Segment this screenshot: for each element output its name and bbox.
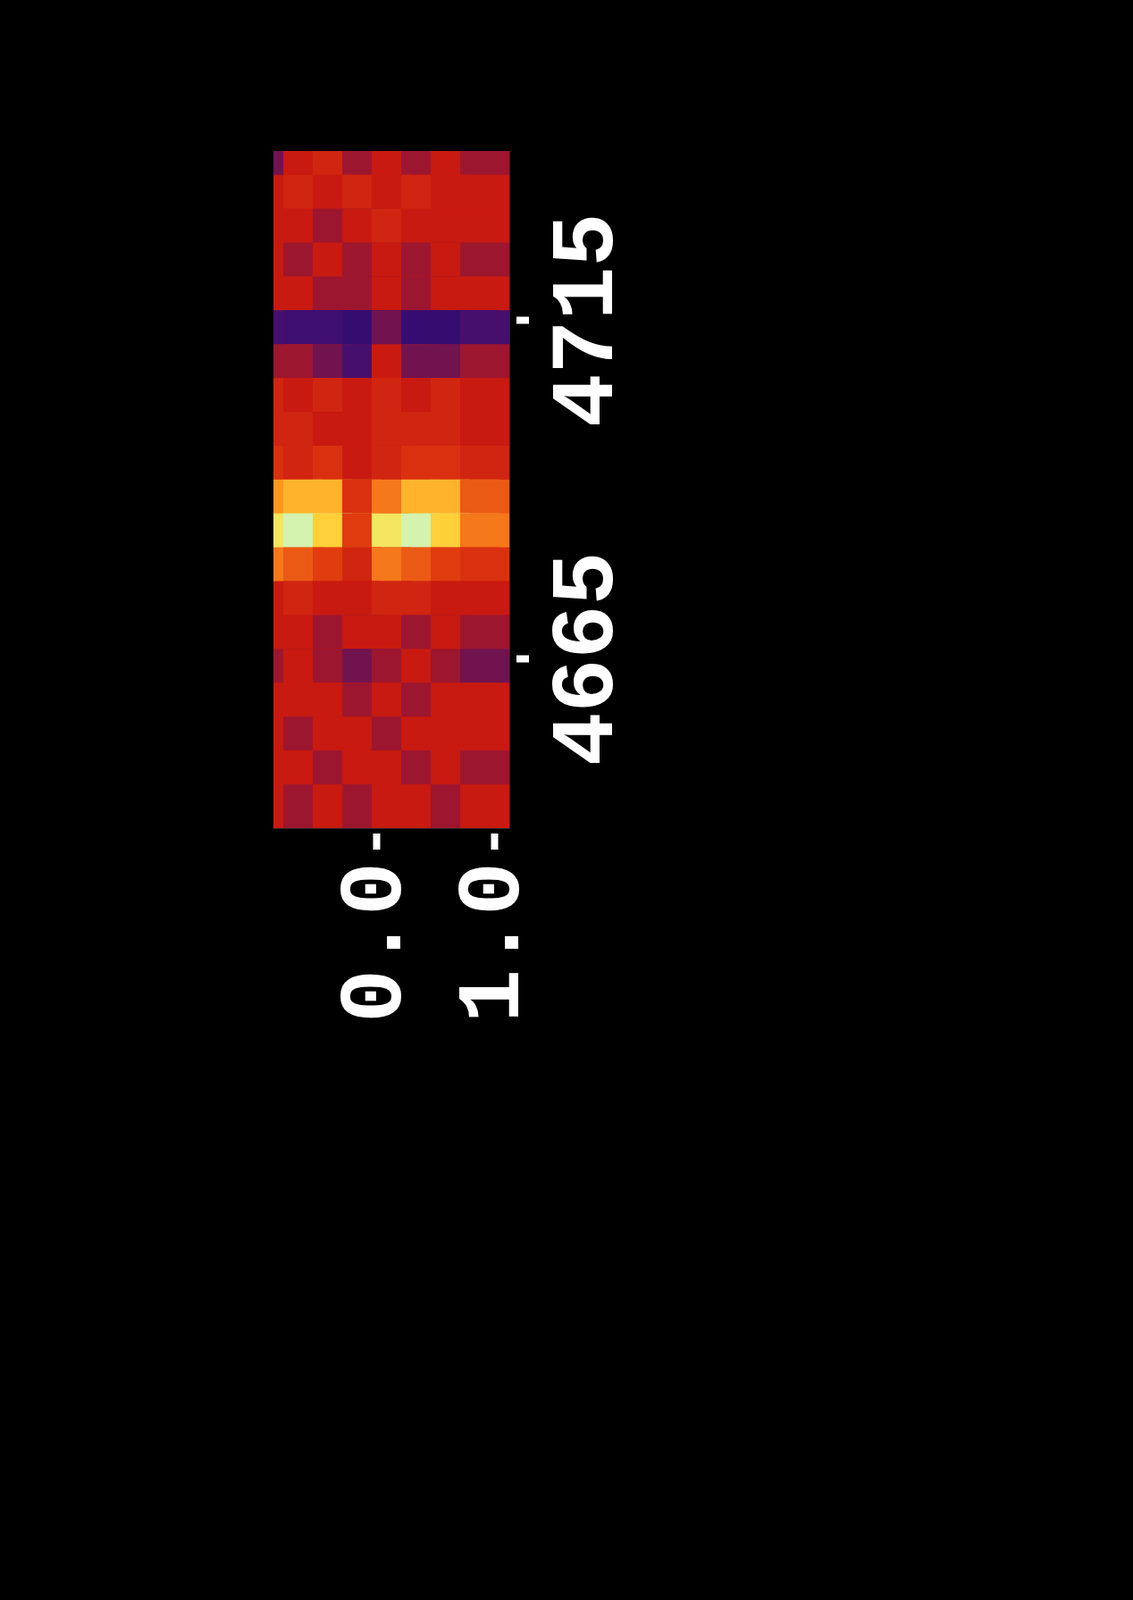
svg-text:0.0: 0.0 [326, 862, 428, 1024]
svg-text:4715: 4715 [537, 212, 639, 428]
svg-text:4665: 4665 [537, 551, 639, 766]
svg-text:1.0: 1.0 [444, 862, 546, 1024]
